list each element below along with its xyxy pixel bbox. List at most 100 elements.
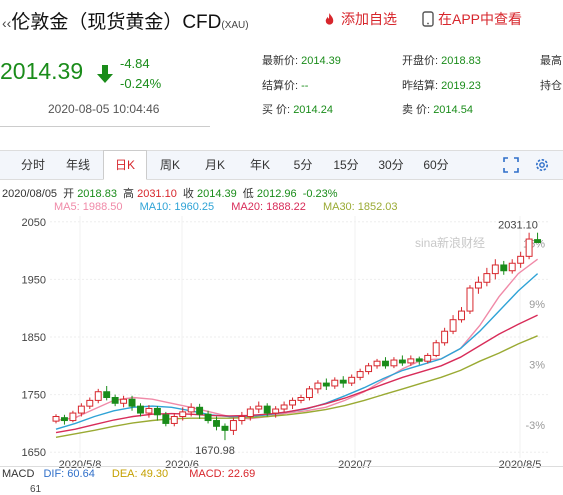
x-tick-label: 2020/5/8 (59, 459, 102, 471)
fire-icon (322, 12, 337, 27)
y-tick-label: 2050 (22, 217, 46, 229)
candle-body (297, 397, 305, 401)
page-title: ‹‹伦敦金（现货黄金）CFD(XAU) (2, 12, 249, 33)
candle-body (238, 416, 246, 422)
macd-axis-label: 61 (30, 484, 42, 495)
candle-body (491, 264, 499, 275)
phone-icon (422, 11, 434, 27)
tab-5min[interactable]: 5分 (293, 158, 313, 172)
candle-body (145, 407, 153, 414)
pct-tick-label: -3% (525, 420, 545, 432)
candle-body (170, 416, 178, 424)
candle-body (466, 287, 474, 312)
y-tick-label: 1950 (22, 274, 46, 286)
tab-weekly-k[interactable]: 周K (159, 158, 180, 172)
candle-body (179, 411, 187, 418)
view-in-app-button[interactable]: 在APP中查看 (422, 9, 522, 29)
ma5-line (55, 258, 539, 422)
candle-body (500, 264, 508, 272)
candle-body (255, 405, 263, 410)
ohlc-summary: 2020/08/05 开 2018.83 高 2031.10 收 2014.39… (2, 188, 338, 200)
macd-divider (0, 466, 563, 467)
candle-body (373, 360, 381, 367)
x-tick-label: 2020/7 (338, 459, 372, 471)
y-tick-label: 1650 (22, 447, 46, 459)
prev-settle-field: 昨结算: 2019.23 (402, 80, 481, 92)
candle-body (111, 397, 119, 404)
candle-body (128, 398, 136, 407)
candle-body (263, 405, 271, 414)
tab-yearline[interactable]: 年线 (65, 158, 90, 172)
candle-body (52, 416, 60, 422)
ma30-line (55, 335, 538, 438)
ma30-label: MA30: 1852.03 (322, 201, 398, 213)
bid-price-field: 买 价: 2014.24 (262, 104, 333, 116)
candle-body (94, 391, 102, 401)
y-tick-label: 1750 (22, 390, 46, 402)
candle-body (153, 407, 161, 416)
tab-60min[interactable]: 60分 (423, 158, 449, 172)
tab-daily-k[interactable]: 日K (103, 150, 147, 180)
current-price: 2014.39 (0, 58, 84, 84)
candle-body (137, 405, 144, 414)
candle-body (356, 371, 364, 378)
candle-body (458, 310, 465, 321)
tab-yearly-k[interactable]: 年K (249, 158, 270, 172)
low-annotation: 1670.98 (195, 445, 235, 457)
candle-body (398, 359, 406, 364)
add-watchlist-button[interactable]: 添加自选 (322, 9, 397, 29)
candle-body (77, 405, 85, 414)
tab-15min[interactable]: 15分 (333, 158, 359, 172)
ma20-label: MA20: 1888.22 (231, 201, 306, 213)
macd-legend: MACD DIF: 60.64 DEA: 49.30 MACD: 22.69 (2, 468, 256, 480)
candle-body (103, 391, 111, 399)
candle-body (339, 379, 347, 384)
candle-body (390, 359, 398, 367)
candle-body (86, 399, 94, 407)
candle-body (60, 417, 68, 422)
pct-tick-label: 3% (529, 359, 545, 371)
candle-body (382, 360, 389, 367)
candle-body (432, 342, 440, 356)
tab-monthly-k[interactable]: 月K (204, 158, 225, 172)
macd-dif: DIF: 60.64 (43, 468, 95, 480)
settle-price-field: 结算价: -- (262, 80, 309, 92)
chart-period-tabs: 分时 年线 日K 周K 月K 年K 5分 15分 30分 60分 (0, 150, 563, 180)
pct-tick-label: 9% (529, 299, 545, 311)
candle-body (322, 382, 330, 387)
sina-watermark: sina新浪财经 (415, 236, 486, 250)
candle-body (69, 412, 77, 422)
ask-price-field: 卖 价: 2014.54 (402, 104, 473, 116)
x-tick-label: 2020/8/5 (499, 459, 542, 471)
candle-body (187, 406, 195, 413)
candle-body (348, 376, 356, 384)
ma5-label: MA5: 1988.50 (54, 201, 123, 213)
price-change-pct: -0.24% (120, 76, 162, 91)
candle-body (441, 330, 449, 344)
candle-body (415, 358, 423, 362)
fullscreen-icon[interactable] (500, 151, 522, 179)
macd-value: MACD: 22.69 (189, 468, 256, 480)
tab-intraday[interactable]: 分时 (20, 158, 45, 172)
candle-body (331, 379, 339, 387)
ma-legend: MA5: 1988.50 MA10: 1960.25 MA20: 1888.22… (54, 201, 398, 213)
back-chevron-icon[interactable]: ‹‹ (2, 15, 12, 31)
candle-body (314, 382, 322, 390)
candle-body (120, 398, 128, 404)
candle-body (483, 273, 491, 283)
settings-gear-icon[interactable] (530, 151, 554, 179)
tab-30min[interactable]: 30分 (378, 158, 404, 172)
candle-body (246, 408, 254, 418)
macd-dea: DEA: 49.30 (111, 468, 169, 480)
candle-body (204, 413, 212, 422)
ma10-label: MA10: 1960.25 (139, 201, 215, 213)
price-change: -4.84 (120, 56, 150, 71)
candle-body (407, 358, 415, 364)
y-tick-label: 1850 (22, 332, 46, 344)
ma10-line (55, 273, 539, 430)
candle-body (289, 399, 297, 406)
candle-body (213, 420, 220, 427)
x-tick-label: 2020/6 (165, 459, 199, 471)
quote-time: 2020-08-05 10:04:46 (48, 102, 160, 116)
